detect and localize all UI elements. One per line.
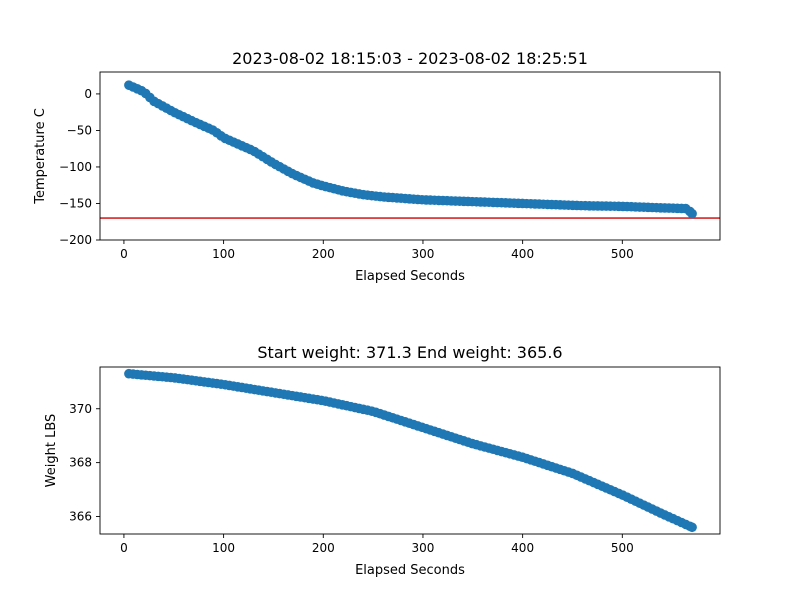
chart-title: 2023-08-02 18:15:03 - 2023-08-02 18:25:5…	[232, 49, 588, 68]
y-tick-label: 368	[69, 456, 92, 470]
x-tick-label: 100	[212, 541, 235, 555]
plot-frame	[99, 71, 721, 241]
x-tick-label: 200	[312, 247, 335, 261]
x-axis-label: Elapsed Seconds	[355, 563, 465, 578]
y-tick-label: 370	[69, 402, 92, 416]
chart-panel-2: Start weight: 371.3 End weight: 365.6 0 10…	[44, 343, 721, 578]
data-points	[124, 368, 697, 533]
data-points	[124, 80, 697, 219]
x-tick-label: 400	[511, 247, 534, 261]
x-tick-label: 400	[511, 541, 534, 555]
y-axis-label: Temperature C	[33, 108, 48, 205]
y-axis-label: Weight LBS	[44, 414, 59, 488]
x-tick-label: 100	[212, 247, 235, 261]
y-tick-label: 366	[69, 509, 92, 523]
x-tick-label: 200	[312, 541, 335, 555]
y-tick-label: −100	[59, 160, 92, 174]
plot-frame	[99, 366, 721, 535]
x-tick-label: 300	[412, 247, 435, 261]
chart-panel-1: 2023-08-02 18:15:03 - 2023-08-02 18:25:5…	[33, 49, 721, 284]
y-tick-label: −150	[59, 196, 92, 210]
x-tick-label: 500	[611, 247, 634, 261]
x-tick-label: 300	[412, 541, 435, 555]
x-tick-label: 0	[120, 247, 128, 261]
data-point	[687, 208, 697, 219]
y-tick-label: 0	[84, 87, 92, 101]
x-axis-label: Elapsed Seconds	[355, 269, 465, 284]
data-point	[687, 522, 697, 533]
chart-title: Start weight: 371.3 End weight: 365.6	[257, 343, 562, 362]
y-tick-label: −50	[67, 123, 92, 137]
x-tick-label: 0	[120, 541, 128, 555]
x-tick-label: 500	[611, 541, 634, 555]
y-tick-label: −200	[59, 233, 92, 247]
